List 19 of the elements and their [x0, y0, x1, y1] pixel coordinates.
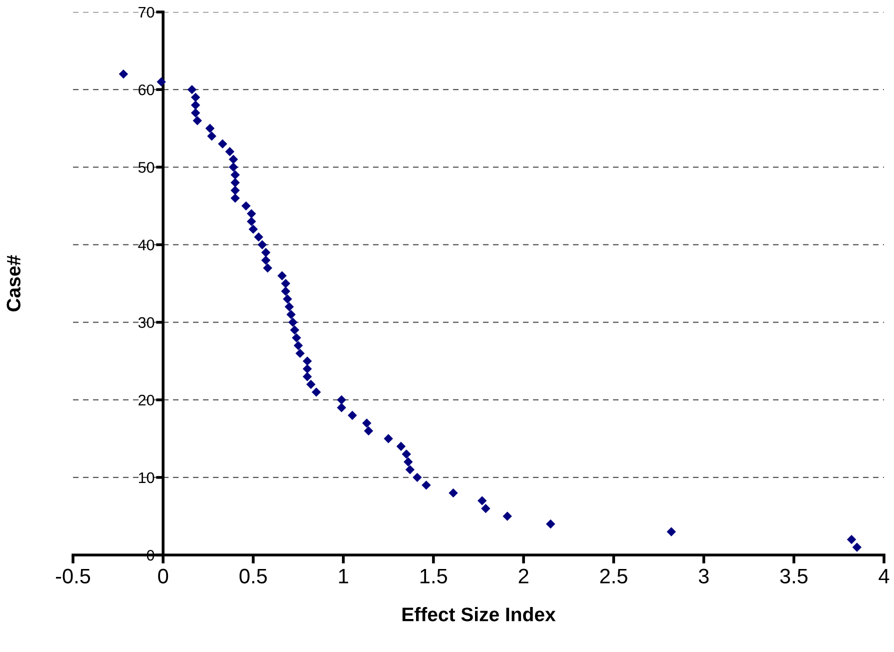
x-tick-label: 2.5 [600, 568, 628, 584]
x-tick-label: 0.5 [240, 568, 267, 584]
x-tick-label: 0 [158, 568, 168, 584]
x-axis-title: Effect Size Index [402, 607, 556, 622]
x-tick-label: 3 [698, 568, 709, 584]
y-tick-label: 20 [138, 394, 154, 406]
x-tick-label: 3.5 [780, 568, 808, 584]
y-tick-label: 30 [138, 317, 154, 328]
x-tick-label: -0.5 [56, 568, 90, 584]
x-tick-label: 1.5 [420, 568, 448, 584]
y-tick-label: 40 [138, 240, 154, 250]
y-tick-label: 60 [138, 84, 154, 96]
y-axis-title: Case# [6, 255, 20, 312]
y-tick-label: 50 [138, 162, 154, 173]
y-tick-label: 10 [138, 472, 154, 484]
x-tick-label: 1 [339, 568, 348, 584]
x-tick-label: 2 [518, 568, 528, 584]
y-tick-label: 70 [138, 6, 154, 18]
x-tick-label: 4 [878, 568, 890, 584]
